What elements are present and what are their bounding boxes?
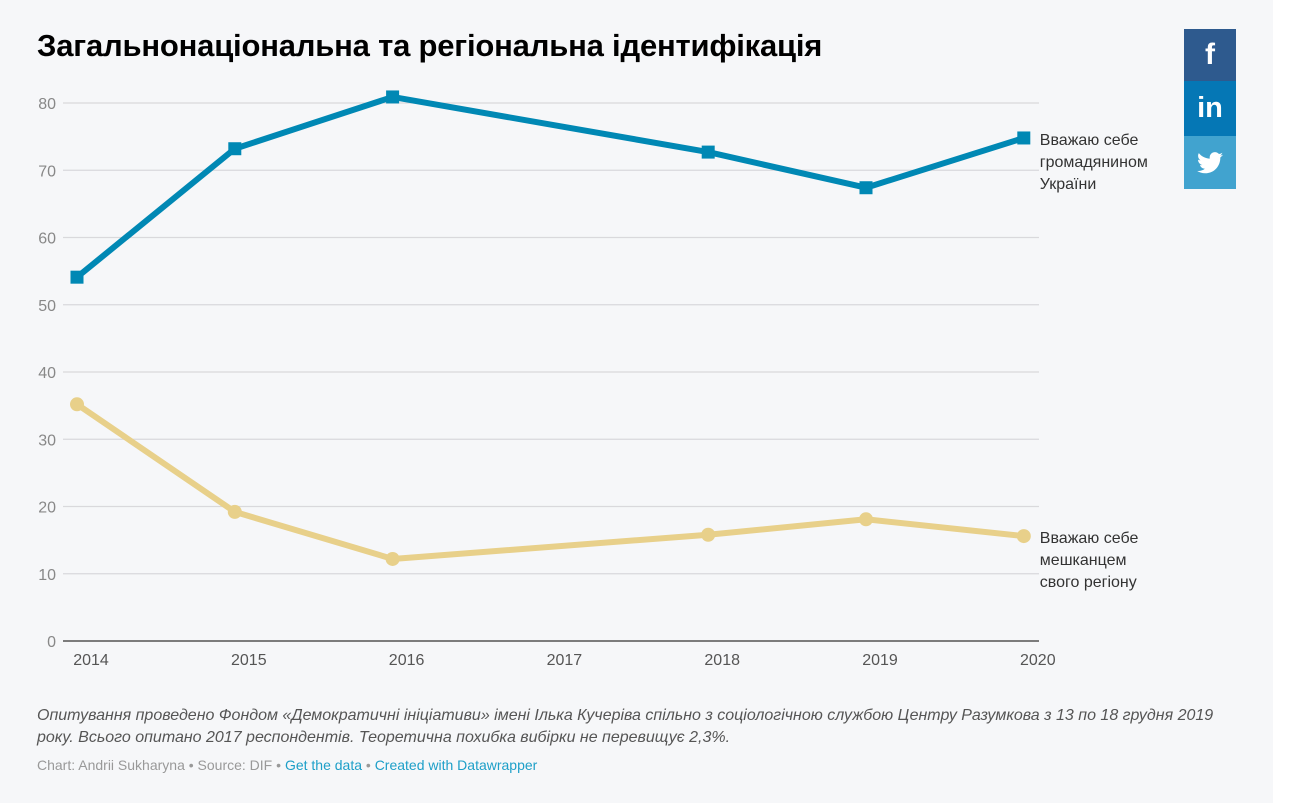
y-tick-label: 80 (38, 96, 56, 113)
x-tick-label: 2020 (1020, 652, 1056, 669)
data-point-circle (1016, 529, 1031, 544)
byline-separator: • (362, 757, 375, 773)
data-point-square (228, 142, 242, 156)
data-point-circle (701, 527, 716, 542)
facebook-icon: f (1205, 38, 1215, 71)
series-label-line: мешканцем (1039, 552, 1127, 570)
x-tick-label: 2018 (704, 652, 740, 669)
series-label-line: Вважаю себе (1039, 131, 1139, 149)
y-tick-label: 0 (47, 634, 56, 651)
x-tick-label: 2017 (547, 652, 583, 669)
y-tick-label: 50 (38, 298, 56, 315)
series-label-citizen: Вважаю себе громадянином України (1040, 130, 1148, 196)
chart-notes: Опитування проведено Фондом «Демократичн… (37, 707, 1214, 746)
created-with-datawrapper-link[interactable]: Created with Datawrapper (374, 757, 538, 773)
data-point-circle (385, 551, 400, 566)
series-label-line: громадянином (1039, 153, 1148, 171)
byline: Chart: Andrii Sukharyna • Source: DIF • … (37, 757, 537, 773)
data-point-square (859, 181, 873, 195)
y-tick-label: 60 (38, 231, 56, 248)
get-the-data-link[interactable]: Get the data (284, 757, 362, 773)
share-twitter-button[interactable] (1184, 136, 1236, 189)
x-tick-label: 2014 (73, 652, 109, 669)
series-label-region: Вважаю себе мешканцем свого регіону (1040, 528, 1139, 594)
y-tick-label: 40 (38, 365, 56, 382)
byline-separator: • (184, 757, 198, 773)
byline-author: Chart: Andrii Sukharyna (37, 757, 185, 773)
data-point-square (70, 270, 84, 284)
x-tick-label: 2015 (231, 652, 267, 669)
x-tick-label: 2016 (389, 652, 425, 669)
twitter-icon (1197, 151, 1223, 173)
series-line (75, 401, 1025, 562)
series-lines (70, 90, 1031, 566)
byline-source: Source: DIF (197, 757, 273, 773)
series-label-line: України (1039, 175, 1097, 193)
data-point-square (386, 90, 400, 104)
y-tick-label: 10 (38, 567, 56, 584)
series-line (75, 93, 1025, 280)
series-label-line: свого регіону (1039, 574, 1137, 592)
y-axis-ticks: 0 10 20 30 40 50 60 70 80 (38, 96, 56, 651)
gridlines (63, 102, 1039, 642)
data-point-square (701, 145, 715, 159)
share-facebook-button[interactable]: f (1184, 29, 1236, 81)
data-point-circle (227, 504, 242, 519)
share-linkedin-button[interactable]: in (1184, 81, 1236, 136)
data-point-circle (859, 512, 873, 527)
y-tick-label: 20 (38, 500, 56, 517)
data-point-square (1017, 131, 1031, 145)
series-label-line: Вважаю себе (1039, 530, 1139, 548)
y-tick-label: 70 (38, 163, 56, 180)
y-tick-label: 30 (38, 432, 56, 449)
x-tick-label: 2019 (862, 652, 898, 669)
byline-separator: • (272, 757, 285, 773)
linkedin-icon: in (1197, 92, 1223, 124)
x-axis-ticks: 2014 2015 2016 2017 2018 2019 2020 (73, 652, 1055, 669)
chart-title: Загальнонаціональна та регіональна ідент… (37, 28, 823, 63)
data-point-circle (70, 397, 84, 412)
